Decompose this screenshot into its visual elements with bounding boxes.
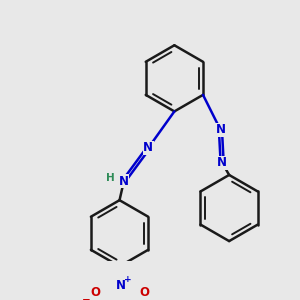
Text: H: H: [106, 172, 114, 183]
Text: N: N: [119, 175, 129, 188]
Text: O: O: [139, 286, 149, 299]
Text: N: N: [217, 156, 227, 169]
Text: −: −: [82, 294, 91, 300]
Text: N: N: [116, 279, 126, 292]
Text: N: N: [143, 142, 153, 154]
Text: +: +: [124, 275, 132, 284]
Text: O: O: [90, 286, 100, 299]
Text: N: N: [215, 123, 225, 136]
